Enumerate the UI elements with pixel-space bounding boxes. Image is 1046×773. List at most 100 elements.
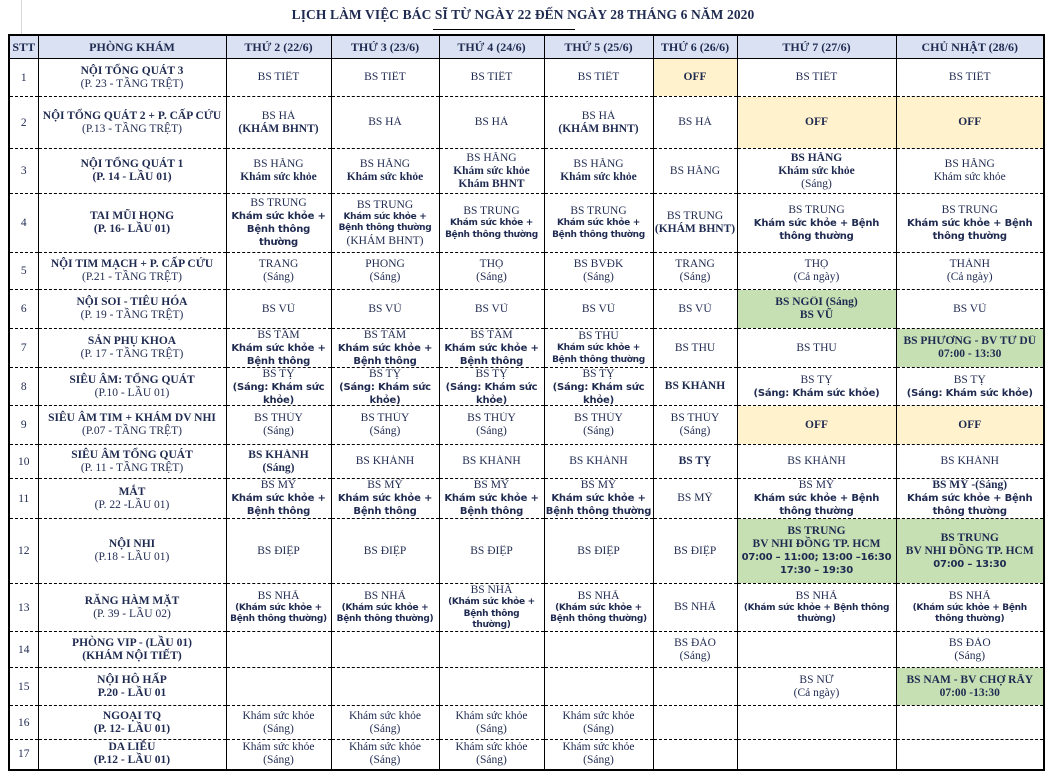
schedule-cell-tue[interactable]: Khám sức khỏe (Sáng) [330,739,440,770]
schedule-cell-mon[interactable]: BS ĐIỆP [225,518,332,584]
schedule-cell-fri[interactable]: BS TỴ [652,444,738,479]
schedule-cell-sat[interactable] [736,705,897,740]
schedule-cell-thu[interactable] [543,631,654,668]
schedule-cell-mon[interactable]: BS NHÃ (Khám sức khỏe + Bệnh thông thường) [225,583,332,632]
schedule-cell-fri[interactable]: BS HẰNG [652,148,738,194]
schedule-cell-wed[interactable]: Khám sức khỏe (Sáng) [438,739,545,770]
schedule-cell-thu[interactable]: Khám sức khỏe (Sáng) [543,739,654,770]
schedule-cell-wed[interactable]: BS VŨ [438,289,545,329]
schedule-cell-sun[interactable]: OFF [895,405,1045,445]
schedule-cell-thu[interactable]: BS NHÃ (Khám sức khỏe + Bệnh thông thường) [543,583,654,632]
schedule-cell-sat[interactable]: BS THU [736,328,897,368]
schedule-cell-wed[interactable]: BS TỴ (Sáng: Khám sức khỏe) [438,367,545,406]
schedule-cell-sun[interactable]: BS NAM - BV CHỢ RẪY 07:00 -13:30 [895,667,1045,706]
schedule-cell-thu[interactable]: BS TIẾT [543,58,654,97]
schedule-cell-tue[interactable] [330,631,440,668]
schedule-cell-mon[interactable]: BS VŨ [225,289,332,329]
schedule-cell-sat[interactable]: THỌ (Cả ngày) [736,252,897,290]
schedule-cell-mon[interactable]: Khám sức khỏe (Sáng) [225,705,332,740]
schedule-cell-sun[interactable] [895,705,1045,740]
schedule-cell-sun[interactable]: BS MỸ -(Sáng) Khám sức khỏe + Bệnh thông t… [895,478,1045,519]
schedule-cell-thu[interactable] [543,667,654,706]
schedule-cell-wed[interactable]: BS MỸ Khám sức khỏe + Bệnh thông [438,478,545,519]
schedule-cell-mon[interactable]: BS THỦY (Sáng) [225,405,332,445]
schedule-cell-tue[interactable]: BS KHÁNH [330,444,440,479]
schedule-cell-mon[interactable]: BS KHÁNH (Sáng) [225,444,332,479]
schedule-cell-fri[interactable]: OFF [652,58,738,97]
schedule-cell-sat[interactable]: BS TRUNG BV NHI ĐỒNG TP. HCM 07:00 – 11:00… [736,518,897,584]
schedule-cell-sat[interactable]: BS TRUNG Khám sức khỏe + Bệnh thông thường [736,193,897,253]
schedule-cell-thu[interactable]: BS TỴ (Sáng: Khám sức khỏe) [543,367,654,406]
schedule-cell-sun[interactable]: OFF [895,96,1045,149]
schedule-cell-mon[interactable]: BS TỴ (Sáng: Khám sức khỏe) [225,367,332,406]
schedule-cell-sat[interactable] [736,739,897,770]
schedule-cell-sun[interactable]: BS TRUNG Khám sức khỏe + Bệnh thông thường [895,193,1045,253]
schedule-cell-thu[interactable]: BS BVĐK (Sáng) [543,252,654,290]
schedule-cell-sat[interactable]: OFF [736,96,897,149]
schedule-cell-sun[interactable]: THÀNH (Cả ngày) [895,252,1045,290]
schedule-cell-wed[interactable]: Khám sức khỏe (Sáng) [438,705,545,740]
schedule-cell-sun[interactable]: BS VŨ [895,289,1045,329]
schedule-cell-mon[interactable]: BS HẰNG Khám sức khỏe [225,148,332,194]
schedule-cell-fri[interactable]: TRANG (Sáng) [652,252,738,290]
schedule-cell-mon[interactable] [225,631,332,668]
schedule-cell-thu[interactable]: BS VŨ [543,289,654,329]
schedule-cell-tue[interactable]: BS MỸ Khám sức khỏe + Bệnh thông thường [330,478,440,519]
schedule-cell-wed[interactable]: BS TÂM Khám sức khỏe + Bệnh thông [438,328,545,368]
schedule-cell-sun[interactable]: BS PHƯƠNG - BV TỪ DŨ 07:00 - 13:30 [895,328,1045,368]
schedule-cell-wed[interactable]: BS HÀ [438,96,545,149]
schedule-cell-wed[interactable]: BS ĐIỆP [438,518,545,584]
schedule-cell-tue[interactable]: BS ĐIỆP [330,518,440,584]
schedule-cell-wed[interactable]: BS HẰNG Khám sức khỏe Khám BHNT [438,148,545,194]
schedule-cell-tue[interactable]: BS TÂM Khám sức khỏe + Bệnh thông thường [330,328,440,368]
schedule-cell-tue[interactable]: BS THỦY (Sáng) [330,405,440,445]
schedule-cell-fri[interactable]: BS VŨ [652,289,738,329]
schedule-cell-sat[interactable]: BS NHÃ (Khám sức khỏe + Bệnh thông thường) [736,583,897,632]
schedule-cell-tue[interactable]: PHONG (Sáng) [330,252,440,290]
schedule-cell-mon[interactable]: BS TRUNG Khám sức khỏe + Bệnh thông thường [225,193,332,253]
schedule-cell-thu[interactable]: BS HÀ (KHÁM BHNT) [543,96,654,149]
schedule-cell-tue[interactable]: BS HẰNG Khám sức khỏe [330,148,440,194]
schedule-cell-thu[interactable]: BS TRUNG Khám sức khỏe + Bệnh thông thường [543,193,654,253]
schedule-cell-sat[interactable]: BS TIẾT [736,58,897,97]
schedule-cell-mon[interactable] [225,667,332,706]
schedule-cell-sat[interactable] [736,631,897,668]
schedule-cell-wed[interactable] [438,631,545,668]
schedule-cell-fri[interactable] [652,739,738,770]
schedule-cell-sat[interactable]: BS HẰNG Khám sức khỏe (Sáng) [736,148,897,194]
schedule-cell-mon[interactable]: Khám sức khỏe (Sáng) [225,739,332,770]
schedule-cell-sat[interactable]: BS NỮ (Cả ngày) [736,667,897,706]
schedule-cell-sun[interactable]: BS TIẾT [895,58,1045,97]
schedule-cell-fri[interactable]: BS MỸ [652,478,738,519]
schedule-cell-thu[interactable]: BS MỸ Khám sức khỏe + Bệnh thông thường [543,478,654,519]
schedule-cell-thu[interactable]: BS THỦY (Sáng) [543,405,654,445]
schedule-cell-sun[interactable]: BS ĐÀO (Sáng) [895,631,1045,668]
schedule-cell-sat[interactable]: BS NGỒI (Sáng) BS VŨ [736,289,897,329]
schedule-cell-tue[interactable]: BS NHÃ (Khám sức khỏe + Bệnh thông thường) [330,583,440,632]
schedule-cell-sun[interactable]: BS TỴ (Sáng: Khám sức khỏe) [895,367,1045,406]
schedule-cell-wed[interactable]: BS KHÁNH [438,444,545,479]
schedule-cell-mon[interactable]: BS TÂM Khám sức khỏe + Bệnh thông [225,328,332,368]
schedule-cell-sun[interactable]: BS NHÃ (Khám sức khỏe + Bệnh thông thường) [895,583,1045,632]
schedule-cell-mon[interactable]: BS HÀ (KHÁM BHNT) [225,96,332,149]
schedule-cell-wed[interactable]: THỌ (Sáng) [438,252,545,290]
schedule-cell-sat[interactable]: OFF [736,405,897,445]
schedule-cell-wed[interactable] [438,667,545,706]
schedule-cell-wed[interactable]: BS THỦY (Sáng) [438,405,545,445]
schedule-cell-fri[interactable]: BS THU [652,328,738,368]
schedule-cell-fri[interactable] [652,667,738,706]
schedule-cell-thu[interactable]: BS THU Khám sức khỏe + Bệnh thông thường [543,328,654,368]
schedule-cell-fri[interactable]: BS ĐIỆP [652,518,738,584]
schedule-cell-tue[interactable]: BS HÀ [330,96,440,149]
schedule-cell-fri[interactable]: BS HÀ [652,96,738,149]
schedule-cell-tue[interactable]: BS TRUNG Khám sức khỏe + Bệnh thông thường… [330,193,440,253]
schedule-cell-mon[interactable]: TRANG (Sáng) [225,252,332,290]
schedule-cell-thu[interactable]: Khám sức khỏe (Sáng) [543,705,654,740]
schedule-cell-thu[interactable]: BS ĐIỆP [543,518,654,584]
schedule-cell-sun[interactable]: BS HẰNG Khám sức khỏe [895,148,1045,194]
schedule-cell-fri[interactable]: BS TRUNG (KHÁM BHNT) [652,193,738,253]
schedule-cell-sun[interactable]: BS KHÁNH [895,444,1045,479]
schedule-cell-wed[interactable]: BS TIẾT [438,58,545,97]
schedule-cell-tue[interactable]: BS TIẾT [330,58,440,97]
schedule-cell-wed[interactable]: BS TRUNG Khám sức khỏe + Bệnh thông thường [438,193,545,253]
